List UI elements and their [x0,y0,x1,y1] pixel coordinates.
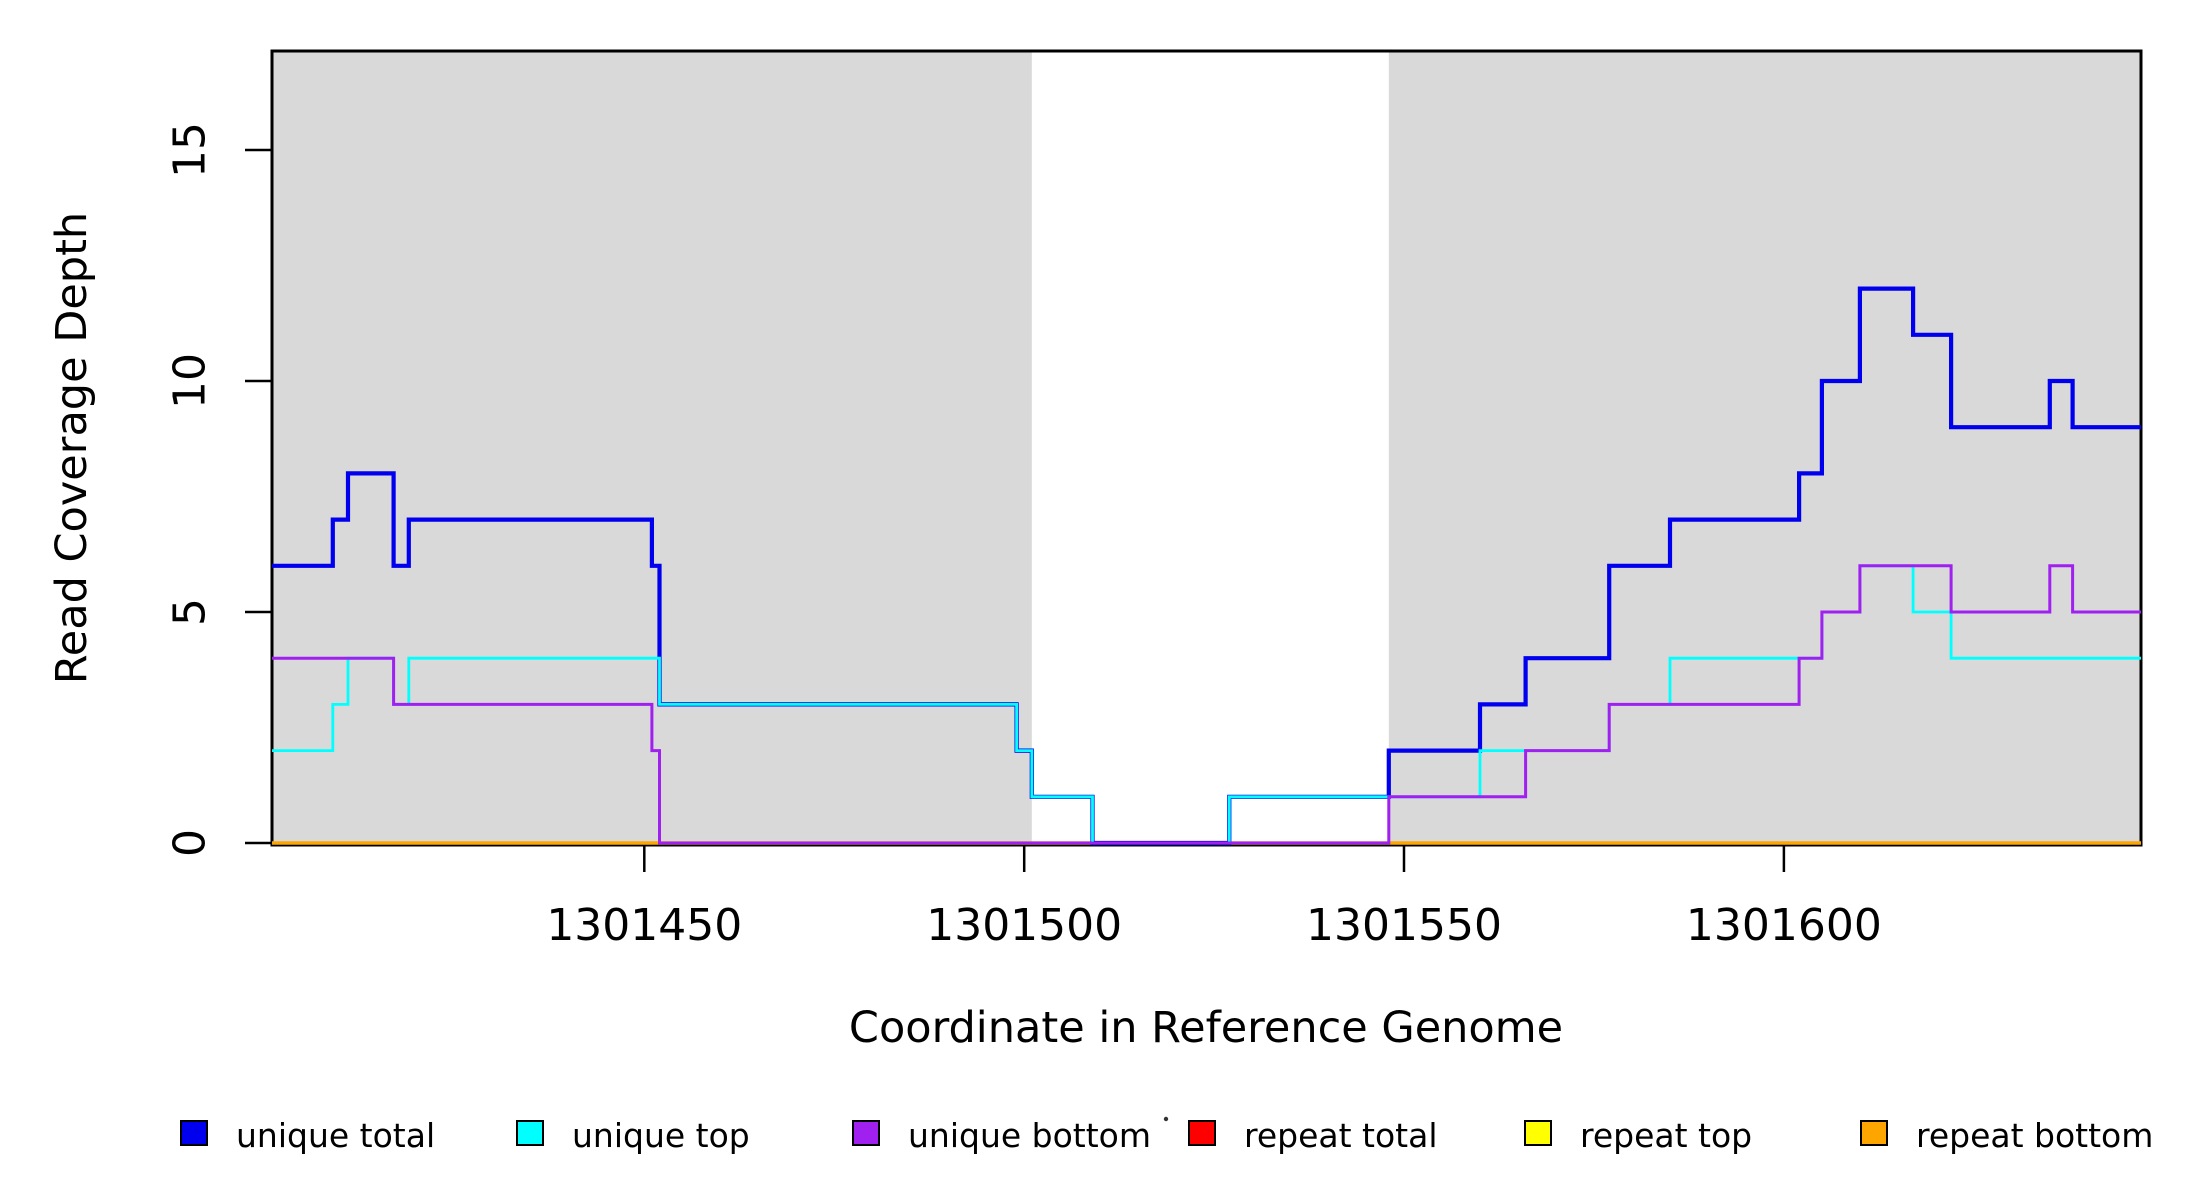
x-axis-tick-label: 1301500 [926,900,1122,951]
legend-swatch-unique-bottom [852,1120,880,1146]
legend-label-unique-total: unique total [236,1116,435,1155]
x-axis-tick-label: 1301550 [1306,900,1502,951]
x-axis-tick-label: 1301450 [546,900,742,951]
legend-label-repeat-top: repeat top [1580,1116,1752,1155]
y-axis-title: Read Coverage Depth [47,212,97,684]
legend-swatch-unique-top [516,1120,544,1146]
x-axis-tick-label: 1301600 [1686,900,1882,951]
legend-label-unique-bottom: unique bottom [908,1116,1151,1155]
y-axis-tick-label: 15 [165,122,216,178]
y-axis-tick-label: 5 [165,598,216,626]
legend-swatch-repeat-total [1188,1120,1216,1146]
shaded-region-right [1388,52,2141,844]
legend-label-repeat-total: repeat total [1244,1116,1438,1155]
series-unique-total-line [272,286,2141,846]
y-axis-tick-label: 0 [165,829,216,857]
y-axis-tick-label: 10 [165,353,216,409]
x-axis-title: Coordinate in Reference Genome [849,1003,1563,1053]
legend-swatch-repeat-bottom [1860,1120,1888,1146]
legend-swatch-unique-total [180,1120,208,1146]
series-unique-bottom-line [272,564,2141,845]
legend-swatch-repeat-top [1524,1120,1552,1146]
stray-mark [1163,1116,1169,1122]
legend-label-unique-top: unique top [572,1116,750,1155]
legend-label-repeat-bottom: repeat bottom [1916,1116,2153,1155]
